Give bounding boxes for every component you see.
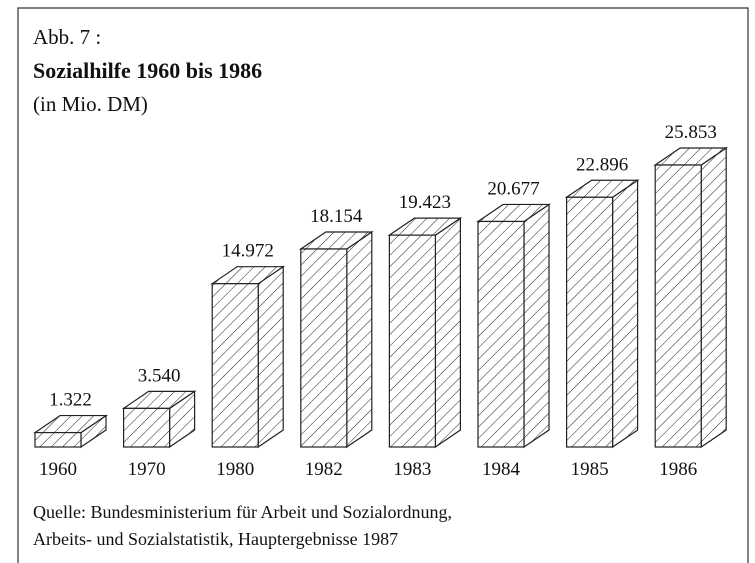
chart-title: Sozialhilfe 1960 bis 1986 — [33, 58, 262, 83]
value-label: 1.322 — [49, 390, 92, 411]
bar-side — [257, 265, 284, 449]
bar — [34, 431, 82, 448]
bar — [477, 220, 525, 448]
bar-side — [700, 146, 727, 449]
bar — [388, 234, 436, 448]
x-tick-label: 1986 — [659, 459, 697, 480]
bar-side — [611, 179, 639, 449]
x-tick-label: 1960 — [39, 459, 77, 480]
frame — [17, 7, 749, 563]
value-label: 14.972 — [222, 241, 274, 262]
x-tick-label: 1970 — [128, 459, 166, 480]
x-tick-label: 1984 — [482, 459, 521, 480]
bar-side — [434, 217, 461, 449]
value-label: 18.154 — [310, 206, 363, 227]
bar-side — [523, 203, 550, 449]
x-tick-label: 1985 — [571, 459, 609, 480]
bar — [565, 196, 614, 448]
value-label: 3.540 — [138, 365, 181, 386]
bar — [211, 283, 259, 448]
x-tick-label: 1982 — [305, 459, 343, 480]
x-tick-label: 1983 — [393, 459, 431, 480]
chart-subtitle: (in Mio. DM) — [33, 92, 148, 116]
bar — [300, 248, 348, 448]
value-label: 20.677 — [487, 178, 539, 199]
value-label: 22.896 — [576, 154, 628, 175]
bar — [122, 407, 171, 448]
value-label: 25.853 — [665, 122, 717, 143]
value-label: 19.423 — [399, 192, 451, 213]
x-tick-label: 1980 — [216, 459, 254, 480]
source: Arbeits- und Sozialstatistik, Hauptergeb… — [33, 529, 398, 549]
figure-label: Abb. 7 : — [33, 25, 101, 49]
source: Quelle: Bundesministerium für Arbeit und… — [33, 502, 452, 522]
bar-side — [346, 230, 373, 449]
bar — [654, 164, 702, 448]
